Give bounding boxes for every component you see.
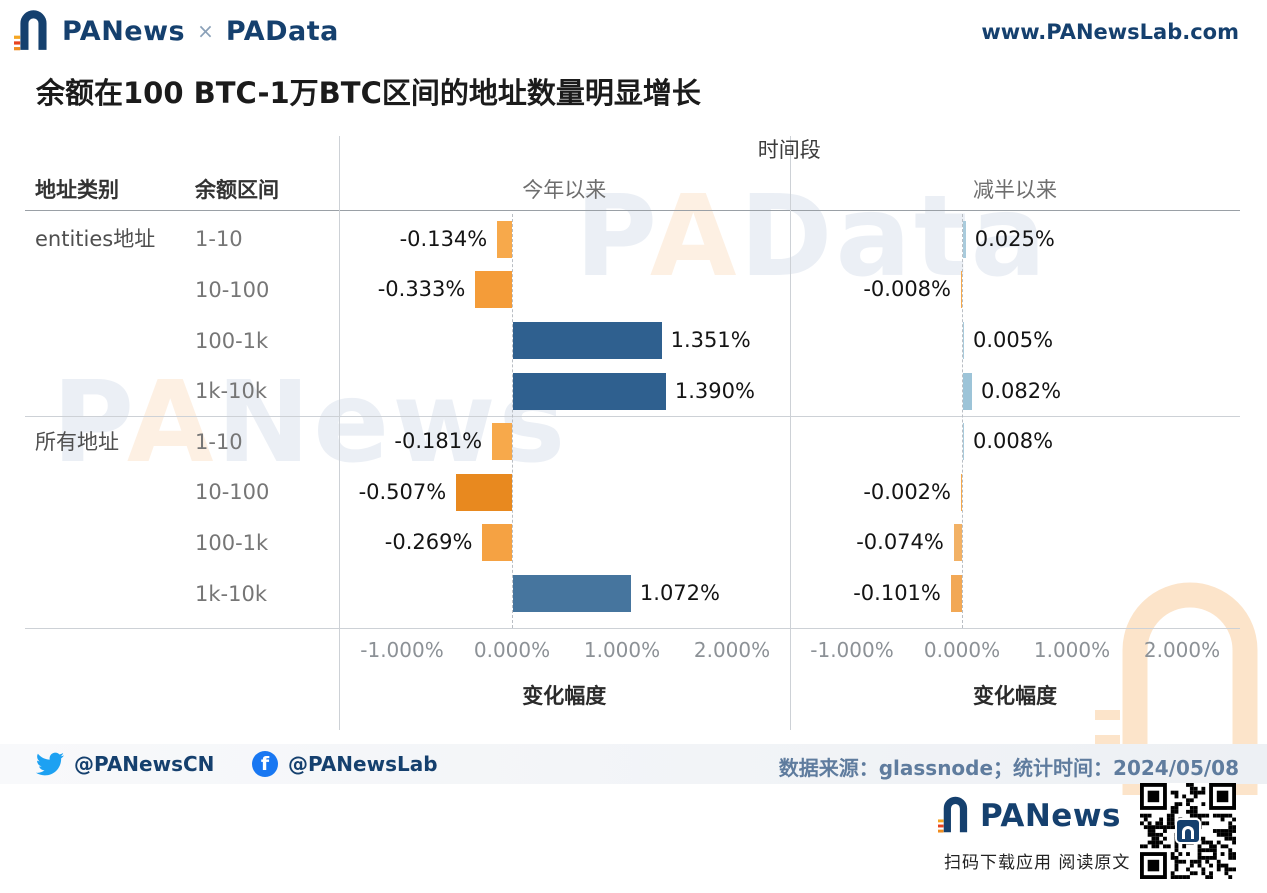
- site-url[interactable]: www.PANewsLab.com: [981, 20, 1239, 44]
- bar: [963, 423, 964, 461]
- panel-divider-middle: [790, 136, 791, 730]
- brand-cross: ×: [197, 19, 214, 43]
- bar-value-label: 1.390%: [674, 378, 755, 403]
- header: PANews × PAData www.PANewsLab.com: [0, 0, 1267, 62]
- bar-value-label: -0.134%: [399, 226, 488, 251]
- brand-panews: PANews: [980, 797, 1121, 834]
- bar-value-label: -0.074%: [856, 530, 944, 555]
- bar-value-label: 1.351%: [670, 328, 751, 352]
- axis-tick-label: 2.000%: [693, 638, 771, 662]
- period-header: 时间段: [757, 138, 821, 162]
- qr-code: [1140, 783, 1236, 879]
- header-brand: PANews × PAData: [14, 6, 339, 56]
- twitter-icon: [36, 750, 65, 782]
- bar-value-label: -0.002%: [863, 479, 951, 504]
- chart: 时间段地址类别 余额区间 今年以来 -1.000% 0.000% 1.000% 2.000%…: [0, 130, 1267, 730]
- bar: [963, 322, 964, 359]
- bar: [482, 524, 512, 562]
- axis-tick-label: 1.000%: [1033, 638, 1111, 662]
- bar: [513, 322, 662, 359]
- bar-value-label: 1.072%: [639, 581, 720, 605]
- bar-value-label: -0.333%: [377, 277, 466, 302]
- panews-logo-icon: [938, 793, 972, 838]
- footer-band: @PANewsCN f @PANewsLab 数据来源：glassnode；统计…: [0, 744, 1267, 784]
- bar: [492, 423, 512, 461]
- bar-value-label: -0.269%: [384, 530, 473, 555]
- bar-value-label: -0.507%: [358, 479, 447, 504]
- group-category-label: entities地址: [35, 227, 156, 252]
- axis-tick-label: 1.000%: [583, 638, 661, 662]
- page-title: 余额在100 BTC-1万BTC区间的地址数量明显增长: [36, 76, 701, 110]
- bottom-brand: PANews: [938, 793, 1121, 838]
- panel-header: 今年以来: [522, 178, 607, 202]
- bar: [963, 220, 966, 258]
- zero-axis-line: [512, 214, 513, 628]
- bar-value-label: 0.025%: [974, 226, 1055, 251]
- bar-value-label: -0.181%: [394, 429, 483, 454]
- bar-value-label: 0.008%: [973, 429, 1054, 454]
- row-range-label: 10-100: [195, 480, 270, 505]
- brand-panews: PANews: [62, 15, 186, 47]
- bar: [961, 271, 962, 309]
- axis-tick-label: 0.000%: [923, 638, 1001, 662]
- group-separator-line: [25, 416, 1240, 418]
- panel-divider-left: [338, 136, 340, 730]
- bar-value-label: 0.082%: [981, 378, 1062, 403]
- bar: [513, 575, 631, 612]
- row-range-label: 1k-10k: [195, 581, 267, 606]
- row-range-label: 1k-10k: [195, 379, 267, 404]
- brand-padata: PAData: [225, 15, 339, 47]
- twitter-handle[interactable]: @PANewsCN: [74, 752, 215, 776]
- range-column-header: 余额区间: [195, 178, 279, 202]
- table-header-line: [25, 210, 1240, 211]
- axis-title: 变化幅度: [522, 684, 607, 708]
- bar: [953, 524, 962, 562]
- axis-title: 变化幅度: [973, 684, 1057, 708]
- row-range-label: 100-1k: [195, 328, 269, 353]
- bar: [475, 271, 512, 309]
- bar: [950, 575, 962, 612]
- row-range-label: 1-10: [195, 429, 243, 454]
- panews-logo-icon: [14, 6, 52, 56]
- group-category-label: 所有地址: [35, 429, 119, 454]
- bar-value-label: -0.008%: [863, 277, 951, 302]
- data-source: 数据来源：glassnode；统计时间：2024/05/08: [778, 756, 1239, 780]
- facebook-icon: f: [252, 751, 278, 777]
- facebook-handle[interactable]: @PANewsLab: [288, 752, 438, 776]
- bar: [961, 473, 962, 511]
- axis-tick-label: -1.000%: [360, 638, 444, 662]
- zero-axis-line: [962, 214, 963, 628]
- row-range-label: 1-10: [195, 227, 243, 252]
- panel-header: 减半以来: [973, 178, 1057, 202]
- axis-tick-label: 0.000%: [473, 638, 551, 662]
- bar: [497, 220, 512, 258]
- axis-tick-label: 2.000%: [1143, 638, 1221, 662]
- bar: [963, 372, 973, 410]
- row-range-label: 10-100: [195, 277, 270, 302]
- row-range-label: 100-1k: [195, 530, 269, 555]
- bar-value-label: -0.101%: [853, 581, 941, 605]
- axis-base-line: [25, 628, 1240, 629]
- qr-center-logo: [1175, 818, 1201, 844]
- bar-value-label: 0.005%: [973, 328, 1054, 352]
- category-column-header: 地址类别: [35, 178, 119, 202]
- axis-tick-label: -1.000%: [810, 638, 894, 662]
- qr-caption: 扫码下载应用 阅读原文: [944, 853, 1131, 873]
- bar: [456, 473, 512, 511]
- bar: [513, 372, 666, 410]
